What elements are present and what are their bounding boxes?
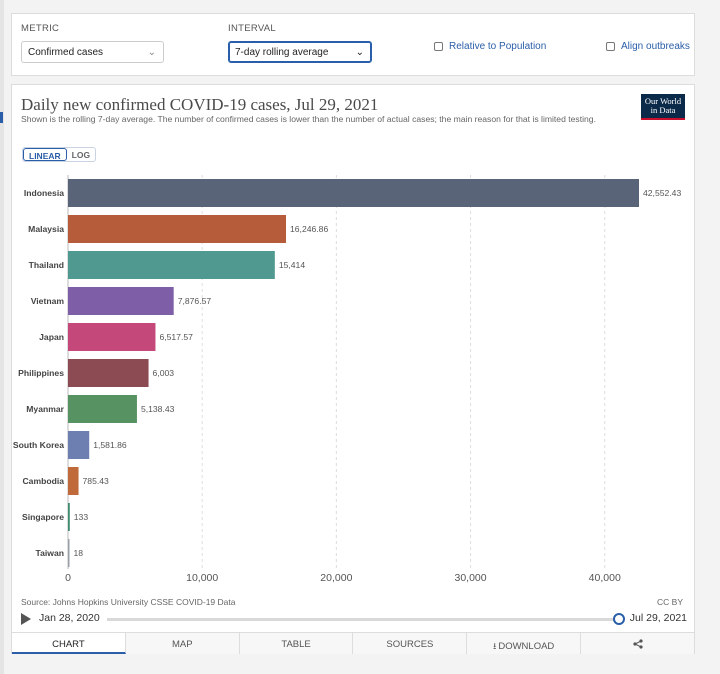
log-scale-button[interactable]: LOG — [71, 150, 91, 160]
bar[interactable] — [68, 215, 287, 243]
category-label: Cambodia — [22, 476, 64, 486]
bar[interactable] — [68, 539, 70, 567]
controls-panel: METRIC Confirmed cases ⌄ INTERVAL 7-day … — [11, 13, 695, 76]
tab-map[interactable]: MAP — [125, 633, 240, 654]
category-label: Japan — [39, 332, 64, 342]
timeline-start-label[interactable]: Jan 28, 2020 — [39, 612, 100, 624]
source-note[interactable]: Source: Johns Hopkins University CSSE CO… — [21, 597, 236, 607]
bar[interactable] — [68, 467, 79, 495]
timeline-end-label[interactable]: Jul 29, 2021 — [629, 612, 687, 624]
data-label: 16,246.86 — [290, 224, 328, 234]
category-label: Indonesia — [24, 188, 64, 198]
relative-to-population-label: Relative to Population — [449, 41, 547, 52]
tab-map-label: MAP — [171, 639, 193, 650]
bar[interactable] — [68, 251, 275, 279]
data-label: 6,003 — [153, 368, 175, 378]
bar[interactable] — [68, 503, 70, 531]
bar[interactable] — [68, 179, 639, 207]
bar[interactable] — [68, 359, 149, 387]
tab-download-label: DOWNLOAD — [498, 641, 555, 652]
tab-download[interactable]: ⭳ DOWNLOAD — [467, 633, 582, 654]
metric-select-value: Confirmed cases — [28, 47, 104, 58]
bar[interactable] — [68, 431, 90, 459]
checkbox-box[interactable] — [606, 42, 615, 51]
data-label: 785.43 — [83, 476, 110, 486]
checkbox-box[interactable] — [434, 42, 443, 51]
chart-panel: Daily new confirmed COVID-19 cases, Jul … — [11, 84, 695, 654]
data-label: 133 — [74, 512, 89, 522]
license-link[interactable]: CC BY — [657, 597, 683, 607]
data-label: 42,552.43 — [643, 188, 681, 198]
bar-chart: 0 10,000 20,000 30,000 40,000 Indonesia 42,552… — [13, 175, 681, 584]
bar[interactable] — [68, 395, 137, 423]
data-label: 5,138.43 — [141, 404, 175, 414]
data-label: 18 — [74, 548, 84, 558]
tab-table[interactable]: TABLE — [239, 633, 354, 654]
interval-label: INTERVAL — [228, 23, 276, 34]
category-label: Myanmar — [26, 404, 64, 414]
play-icon[interactable] — [21, 613, 31, 625]
logo-bar — [641, 118, 685, 120]
bar[interactable] — [68, 287, 174, 315]
tab-chart[interactable]: CHART — [12, 633, 126, 654]
left-strip — [0, 0, 4, 674]
tab-share[interactable] — [581, 633, 694, 654]
x-tick-label: 40,000 — [589, 572, 621, 584]
category-label: Thailand — [29, 260, 64, 270]
data-label: 6,517.57 — [159, 332, 193, 342]
download-icon: ⭳ — [493, 641, 497, 651]
tab-sources[interactable]: SOURCES — [353, 633, 468, 654]
chevron-down-icon: ⌄ — [355, 47, 364, 58]
chevron-down-icon: ⌄ — [147, 47, 156, 58]
align-outbreaks-label: Align outbreaks — [621, 41, 690, 52]
metric-select[interactable]: Confirmed cases ⌄ — [21, 41, 164, 63]
category-label: Malaysia — [28, 224, 64, 234]
data-label: 7,876.57 — [178, 296, 212, 306]
chart-title: Daily new confirmed COVID-19 cases, Jul … — [21, 95, 379, 114]
logo-line-1: Our World — [644, 96, 682, 106]
tab-bar: CHART MAP TABLE SOURCES ⭳ DOWNLOAD — [12, 632, 694, 654]
interval-select[interactable]: 7-day rolling average ⌄ — [228, 41, 372, 63]
category-label: South Korea — [13, 440, 64, 450]
x-tick-label: 20,000 — [320, 572, 352, 584]
scale-toggle: LINEAR LOG — [22, 147, 97, 162]
x-tick-label: 0 — [65, 572, 71, 584]
timeline-track[interactable] — [107, 613, 625, 625]
chart-subtitle: Shown is the rolling 7-day average. The … — [21, 114, 596, 124]
share-icon — [632, 639, 643, 649]
interval-select-value: 7-day rolling average — [235, 47, 329, 58]
category-label: Singapore — [22, 512, 64, 522]
category-label: Vietnam — [31, 296, 65, 306]
tab-sources-label: SOURCES — [386, 639, 434, 650]
owid-logo[interactable]: Our World in Data — [641, 94, 685, 120]
timeline: Jan 28, 2020 Jul 29, 2021 — [21, 612, 687, 626]
tab-table-label: TABLE — [281, 639, 311, 650]
x-tick-label: 30,000 — [454, 572, 486, 584]
data-label: 15,414 — [279, 260, 306, 270]
x-tick-label: 10,000 — [186, 572, 218, 584]
tab-chart-label: CHART — [52, 639, 85, 650]
timeline-handle[interactable] — [613, 613, 625, 625]
category-label: Philippines — [18, 368, 64, 378]
relative-to-population-checkbox[interactable]: Relative to Population — [434, 41, 546, 52]
logo-line-2: in Data — [650, 105, 676, 115]
category-label: Taiwan — [36, 548, 65, 558]
left-edge-marker — [0, 112, 3, 123]
linear-scale-button[interactable]: LINEAR — [23, 148, 67, 161]
timeline-fill — [107, 618, 619, 621]
bar[interactable] — [68, 323, 156, 351]
align-outbreaks-checkbox[interactable]: Align outbreaks — [606, 41, 690, 52]
metric-label: METRIC — [21, 23, 60, 34]
data-label: 1,581.86 — [93, 440, 127, 450]
